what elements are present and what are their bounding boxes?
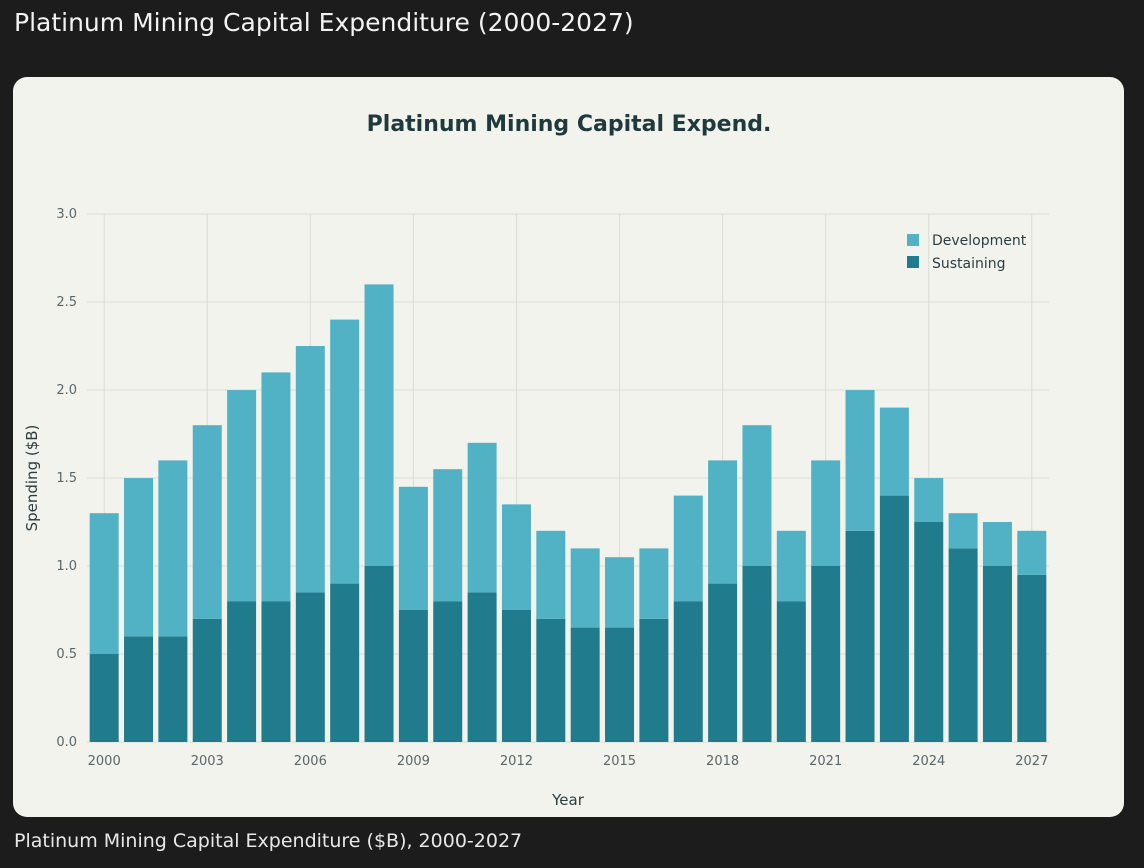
bar-development-2027[interactable] bbox=[1017, 530, 1047, 575]
y-tick-label: 2.0 bbox=[56, 383, 77, 398]
bar-development-2010[interactable] bbox=[433, 469, 463, 602]
bar-sustaining-2025[interactable] bbox=[948, 548, 978, 742]
bar-development-2005[interactable] bbox=[261, 372, 291, 602]
bar-sustaining-2021[interactable] bbox=[811, 566, 841, 742]
x-tick-label: 2015 bbox=[603, 754, 636, 769]
bar-sustaining-2000[interactable] bbox=[89, 654, 119, 742]
bar-development-2011[interactable] bbox=[467, 442, 497, 593]
bar-sustaining-2015[interactable] bbox=[605, 627, 635, 742]
bar-development-2000[interactable] bbox=[89, 513, 119, 654]
x-tick-label: 2018 bbox=[706, 754, 739, 769]
y-tick-label: 0.5 bbox=[56, 647, 77, 662]
bar-sustaining-2005[interactable] bbox=[261, 601, 291, 742]
legend-label-development: Development bbox=[932, 233, 1027, 249]
y-tick-label: 0.0 bbox=[56, 735, 77, 750]
bar-sustaining-2017[interactable] bbox=[673, 601, 703, 742]
bar-development-2026[interactable] bbox=[982, 522, 1012, 566]
bar-development-2022[interactable] bbox=[845, 390, 875, 531]
bar-development-2015[interactable] bbox=[605, 557, 635, 628]
bar-sustaining-2012[interactable] bbox=[501, 610, 531, 742]
legend-label-sustaining: Sustaining bbox=[932, 256, 1006, 272]
bar-sustaining-2022[interactable] bbox=[845, 530, 875, 742]
x-tick-label: 2021 bbox=[809, 754, 842, 769]
bar-development-2018[interactable] bbox=[708, 460, 738, 584]
bar-sustaining-2019[interactable] bbox=[742, 566, 772, 742]
x-axis-label: Year bbox=[551, 791, 585, 809]
x-tick-label: 2012 bbox=[500, 754, 533, 769]
x-tick-label: 2006 bbox=[294, 754, 327, 769]
bar-sustaining-2001[interactable] bbox=[124, 636, 154, 742]
y-axis-label: Spending ($B) bbox=[23, 425, 41, 532]
bar-development-2021[interactable] bbox=[811, 460, 841, 566]
bar-development-2002[interactable] bbox=[158, 460, 188, 637]
bar-development-2013[interactable] bbox=[536, 530, 566, 619]
y-tick-label: 1.0 bbox=[56, 559, 77, 574]
page-title: Platinum Mining Capital Expenditure (200… bbox=[14, 8, 634, 37]
bar-sustaining-2013[interactable] bbox=[536, 618, 566, 742]
x-tick-label: 2009 bbox=[397, 754, 430, 769]
bar-development-2014[interactable] bbox=[570, 548, 600, 628]
bar-development-2012[interactable] bbox=[501, 504, 531, 610]
bar-development-2001[interactable] bbox=[124, 478, 154, 637]
chart-title: Platinum Mining Capital Expend. bbox=[367, 112, 772, 137]
bar-sustaining-2010[interactable] bbox=[433, 601, 463, 742]
bar-sustaining-2007[interactable] bbox=[330, 583, 360, 742]
bar-development-2019[interactable] bbox=[742, 425, 772, 566]
legend-swatch-sustaining bbox=[907, 256, 919, 268]
bar-development-2020[interactable] bbox=[776, 530, 806, 602]
y-tick-label: 1.5 bbox=[56, 471, 77, 486]
bar-development-2006[interactable] bbox=[295, 346, 325, 593]
bar-development-2004[interactable] bbox=[227, 390, 257, 602]
y-tick-label: 3.0 bbox=[56, 207, 77, 222]
bar-sustaining-2008[interactable] bbox=[364, 566, 394, 742]
bar-development-2024[interactable] bbox=[914, 478, 944, 522]
bar-development-2017[interactable] bbox=[673, 495, 703, 602]
x-tick-label: 2027 bbox=[1015, 754, 1048, 769]
bar-development-2008[interactable] bbox=[364, 284, 394, 566]
bar-sustaining-2014[interactable] bbox=[570, 627, 600, 742]
legend[interactable]: Development Sustaining bbox=[907, 233, 1027, 272]
bar-sustaining-2016[interactable] bbox=[639, 618, 669, 742]
bar-sustaining-2018[interactable] bbox=[708, 583, 738, 742]
bar-development-2025[interactable] bbox=[948, 513, 978, 549]
bar-development-2009[interactable] bbox=[398, 486, 428, 610]
bar-sustaining-2009[interactable] bbox=[398, 610, 428, 742]
bar-sustaining-2026[interactable] bbox=[982, 566, 1012, 742]
bar-sustaining-2002[interactable] bbox=[158, 636, 188, 742]
x-tick-label: 2003 bbox=[191, 754, 224, 769]
bar-sustaining-2027[interactable] bbox=[1017, 574, 1047, 742]
bar-development-2023[interactable] bbox=[879, 407, 909, 496]
bar-sustaining-2020[interactable] bbox=[776, 601, 806, 742]
bar-sustaining-2004[interactable] bbox=[227, 601, 257, 742]
bar-sustaining-2006[interactable] bbox=[295, 592, 325, 742]
bar-sustaining-2003[interactable] bbox=[192, 618, 222, 742]
bar-sustaining-2011[interactable] bbox=[467, 592, 497, 742]
x-tick-label: 2000 bbox=[88, 754, 121, 769]
bar-sustaining-2024[interactable] bbox=[914, 522, 944, 742]
bar-development-2007[interactable] bbox=[330, 319, 360, 584]
bar-development-2016[interactable] bbox=[639, 548, 669, 619]
chart-caption: Platinum Mining Capital Expenditure ($B)… bbox=[14, 830, 523, 852]
y-tick-label: 2.5 bbox=[56, 295, 77, 310]
bar-development-2003[interactable] bbox=[192, 425, 222, 619]
bar-sustaining-2023[interactable] bbox=[879, 495, 909, 742]
x-tick-label: 2024 bbox=[912, 754, 945, 769]
legend-swatch-development bbox=[907, 234, 919, 246]
